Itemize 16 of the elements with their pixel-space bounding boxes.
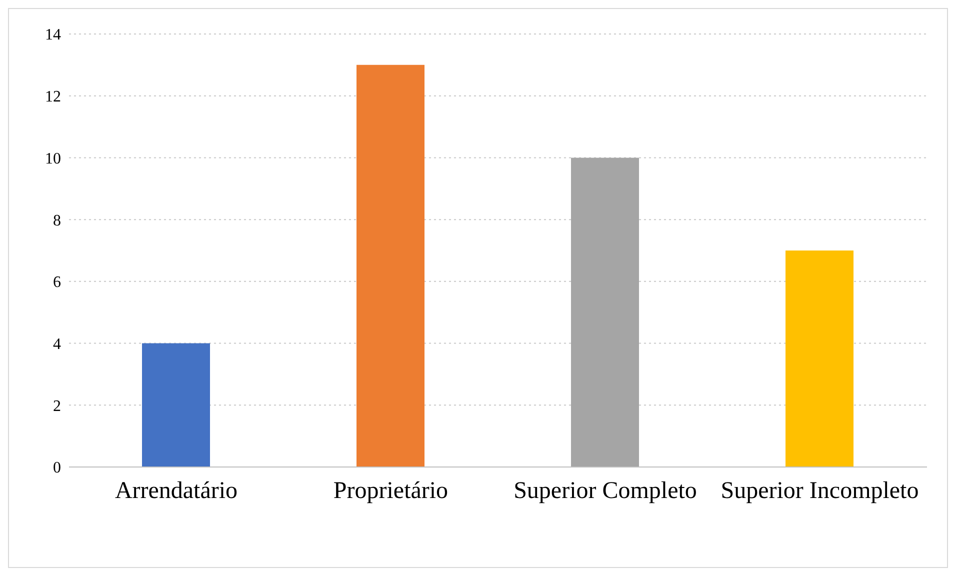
bar <box>571 158 639 467</box>
y-tick-label: 12 <box>45 88 61 106</box>
y-tick-label: 6 <box>53 274 61 292</box>
y-tick-label: 8 <box>53 212 61 230</box>
bar <box>356 64 424 467</box>
bar <box>142 343 210 467</box>
y-tick-label: 4 <box>53 336 61 353</box>
y-tick-label: 14 <box>45 26 61 44</box>
y-tick-label: 10 <box>45 150 61 168</box>
x-tick-label: Superior Completo <box>514 478 697 504</box>
bar <box>786 250 854 467</box>
y-tick-label: 2 <box>53 398 61 415</box>
y-tick-label: 0 <box>53 460 61 477</box>
x-tick-label: Arrendatário <box>114 478 238 504</box>
x-tick-label: Superior Incompleto <box>720 478 919 504</box>
x-tick-label: Proprietário <box>333 478 448 504</box>
